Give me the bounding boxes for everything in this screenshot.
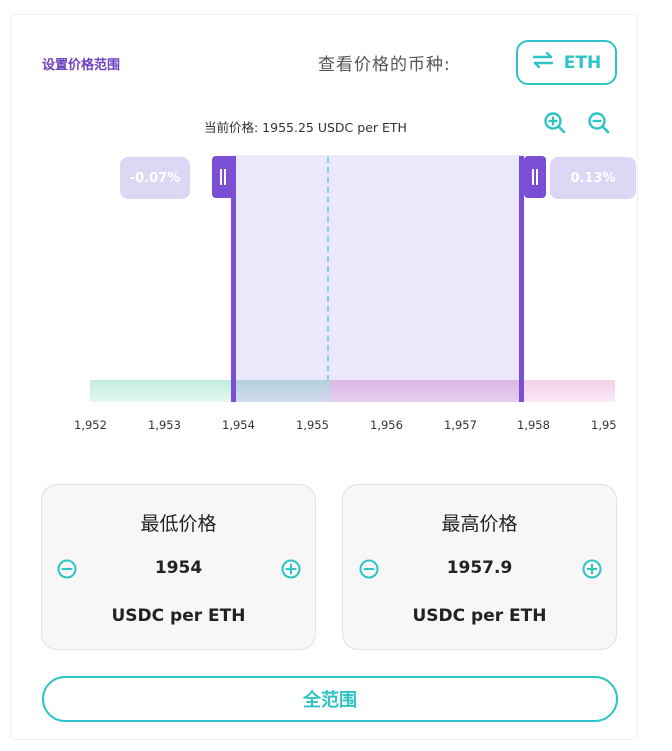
currency-toggle-button[interactable]: ETH [516,40,617,85]
liquidity-bar-selected [234,380,522,402]
axis-tick: 1,955 [296,418,329,432]
current-price-text: 当前价格: 1955.25 USDC per ETH [204,120,407,135]
axis-tick: 1,959 [591,418,616,432]
full-range-button[interactable]: 全范围 [42,676,618,722]
axis-tick: 1,954 [222,418,255,432]
max-price-unit: USDC per ETH [412,606,547,626]
plus-circle-icon [581,559,603,584]
swap-arrows-icon [532,51,554,73]
upper-handle-line [519,156,524,402]
axis-tick: 1,952 [74,418,107,432]
max-price-title: 最高价格 [441,513,518,535]
min-price-title: 最低价格 [140,513,217,535]
max-price-value[interactable]: 1957.9 [446,558,513,578]
max-price-increase-button[interactable] [581,558,603,580]
axis-tick: 1,957 [444,418,477,432]
zoom-in-icon[interactable] [542,110,568,136]
price-range-title: 设置价格范围 [42,58,121,73]
min-price-unit: USDC per ETH [111,606,246,626]
min-price-value[interactable]: 1954 [154,558,203,578]
liquidity-bar-upper [330,380,615,402]
view-currency-label: 查看价格的币种: [318,55,451,75]
zoom-out-icon[interactable] [586,110,612,136]
axis-tick: 1,958 [517,418,550,432]
plus-circle-icon [280,559,302,584]
upper-percent-badge: 0.13% [550,157,636,199]
lower-percent-badge: -0.07% [120,157,190,199]
lower-range-handle[interactable] [212,156,234,198]
minus-circle-icon [56,559,78,584]
max-price-panel: 最高价格 1957.9 USDC per ETH [342,484,617,650]
selected-range-band [234,155,522,400]
axis-tick: 1,956 [370,418,403,432]
current-price-line [327,157,329,401]
min-price-panel: 最低价格 1954 USDC per ETH [41,484,316,650]
axis-tick: 1,953 [148,418,181,432]
currency-toggle-label: ETH [563,52,602,73]
min-price-decrease-button[interactable] [56,558,78,580]
minus-circle-icon [358,559,380,584]
min-price-increase-button[interactable] [280,558,302,580]
max-price-decrease-button[interactable] [358,558,380,580]
lower-handle-line [231,156,236,402]
upper-range-handle[interactable] [524,156,546,198]
liquidity-bar-lower [90,380,330,402]
